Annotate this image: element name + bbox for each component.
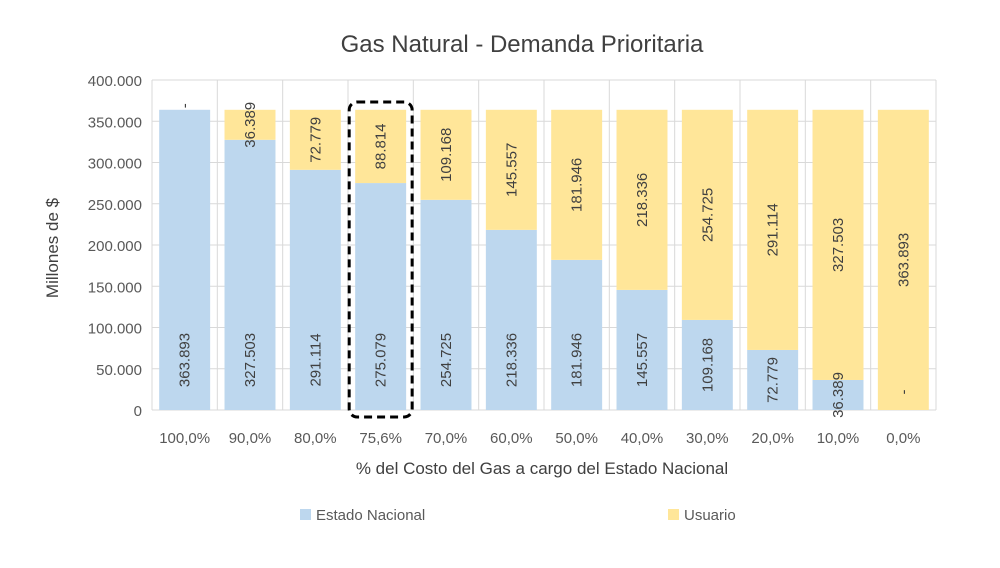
axis-layer: 0 50.000 100.000 150.000 200.000 250.000 300.0…	[88, 73, 921, 447]
data-label-estado-nacional: 181.946	[569, 333, 586, 387]
bar-segment-estado-nacional	[224, 139, 276, 410]
bar-segment-estado-nacional	[747, 349, 799, 410]
y-tick-label: 350.000	[88, 114, 142, 131]
data-label-usuario: 72.779	[307, 117, 324, 163]
y-tick-label: 100.000	[88, 321, 142, 338]
y-tick-label: 250.000	[88, 197, 142, 214]
y-tick-label: 300.000	[88, 156, 142, 173]
y-tick-label: 150.000	[88, 279, 142, 296]
legend-swatch-usuario	[668, 509, 679, 520]
data-label-estado-nacional: 291.114	[307, 333, 324, 386]
x-tick-label: 60,0%	[490, 430, 533, 447]
chart-title: Gas Natural - Demanda Prioritaria	[341, 31, 704, 58]
bar-segment-estado-nacional	[420, 199, 472, 410]
data-label-usuario: 181.946	[569, 158, 586, 212]
data-label-usuario: 327.503	[830, 218, 847, 272]
legend-label-estado-nacional: Estado Nacional	[316, 507, 425, 524]
data-label-usuario: 254.725	[699, 188, 716, 242]
y-tick-label: 400.000	[88, 73, 142, 90]
data-label-estado-nacional: 254.725	[438, 333, 455, 387]
bar-segment-estado-nacional	[616, 289, 668, 410]
data-label-usuario: 363.893	[895, 233, 912, 287]
bar-segment-estado-nacional	[812, 379, 864, 410]
bar-segment-usuario	[485, 109, 537, 230]
bar-segment-usuario	[681, 109, 733, 320]
x-tick-label: 80,0%	[294, 430, 337, 447]
x-tick-label: 20,0%	[751, 430, 794, 447]
bar-segment-estado-nacional	[485, 229, 537, 410]
y-tick-label: 0	[134, 403, 142, 420]
y-tick-label: 200.000	[88, 238, 142, 255]
bar-segment-usuario	[812, 109, 864, 380]
legend-swatch-estado-nacional	[300, 509, 311, 520]
data-label-usuario: 291.114	[765, 203, 782, 256]
bar-segment-estado-nacional	[289, 169, 341, 410]
bar-segment-estado-nacional	[681, 319, 733, 410]
data-label-usuario: -	[177, 103, 194, 108]
y-tick-label: 50.000	[96, 362, 142, 379]
bar-segment-usuario	[289, 109, 341, 170]
data-label-estado-nacional: 275.079	[373, 333, 390, 387]
data-label-estado-nacional: 327.503	[242, 333, 259, 387]
bar-segment-estado-nacional	[355, 183, 407, 410]
bar-segment-usuario	[224, 109, 276, 140]
bar-segment-usuario	[551, 109, 603, 260]
highlight-box	[347, 100, 414, 419]
x-axis-title: % del Costo del Gas a cargo del Estado N…	[356, 459, 728, 478]
data-labels-layer: 363.893 - 327.503 36.389 291.114 72.779 275.07…	[177, 100, 912, 419]
bar-segment-estado-nacional	[159, 109, 211, 411]
bar-segment-usuario	[877, 109, 929, 411]
bar-segment-usuario	[420, 109, 472, 200]
data-label-usuario: 145.557	[503, 143, 520, 197]
bar-segment-estado-nacional	[551, 259, 603, 410]
data-label-usuario: 109.168	[438, 128, 455, 182]
data-label-estado-nacional: -	[895, 390, 912, 395]
x-tick-label: 50,0%	[555, 430, 598, 447]
data-label-usuario: 88.814	[373, 123, 390, 169]
x-tick-label: 70,0%	[425, 430, 468, 447]
x-tick-label: 10,0%	[817, 430, 860, 447]
data-label-estado-nacional: 36.389	[830, 372, 847, 418]
x-tick-label: 30,0%	[686, 430, 729, 447]
data-label-usuario: 218.336	[634, 173, 651, 227]
x-tick-label: 40,0%	[621, 430, 664, 447]
legend-label-usuario: Usuario	[684, 507, 736, 524]
data-label-estado-nacional: 72.779	[765, 357, 782, 403]
bar-segment-usuario	[616, 109, 668, 290]
x-tick-label: 75,6%	[359, 430, 402, 447]
bar-segment-usuario	[355, 109, 407, 184]
bars-layer	[159, 109, 929, 411]
data-label-usuario: 36.389	[242, 102, 259, 148]
data-label-estado-nacional: 145.557	[634, 333, 651, 387]
y-axis-title: Millones de $	[43, 197, 62, 298]
bar-segment-usuario	[747, 109, 799, 350]
x-tick-label: 100,0%	[159, 430, 210, 447]
x-tick-label: 0,0%	[886, 430, 920, 447]
legend: Estado Nacional Usuario	[300, 507, 736, 524]
x-tick-label: 90,0%	[229, 430, 272, 447]
data-label-estado-nacional: 218.336	[503, 333, 520, 387]
data-label-estado-nacional: 109.168	[699, 338, 716, 392]
data-label-estado-nacional: 363.893	[177, 333, 194, 387]
